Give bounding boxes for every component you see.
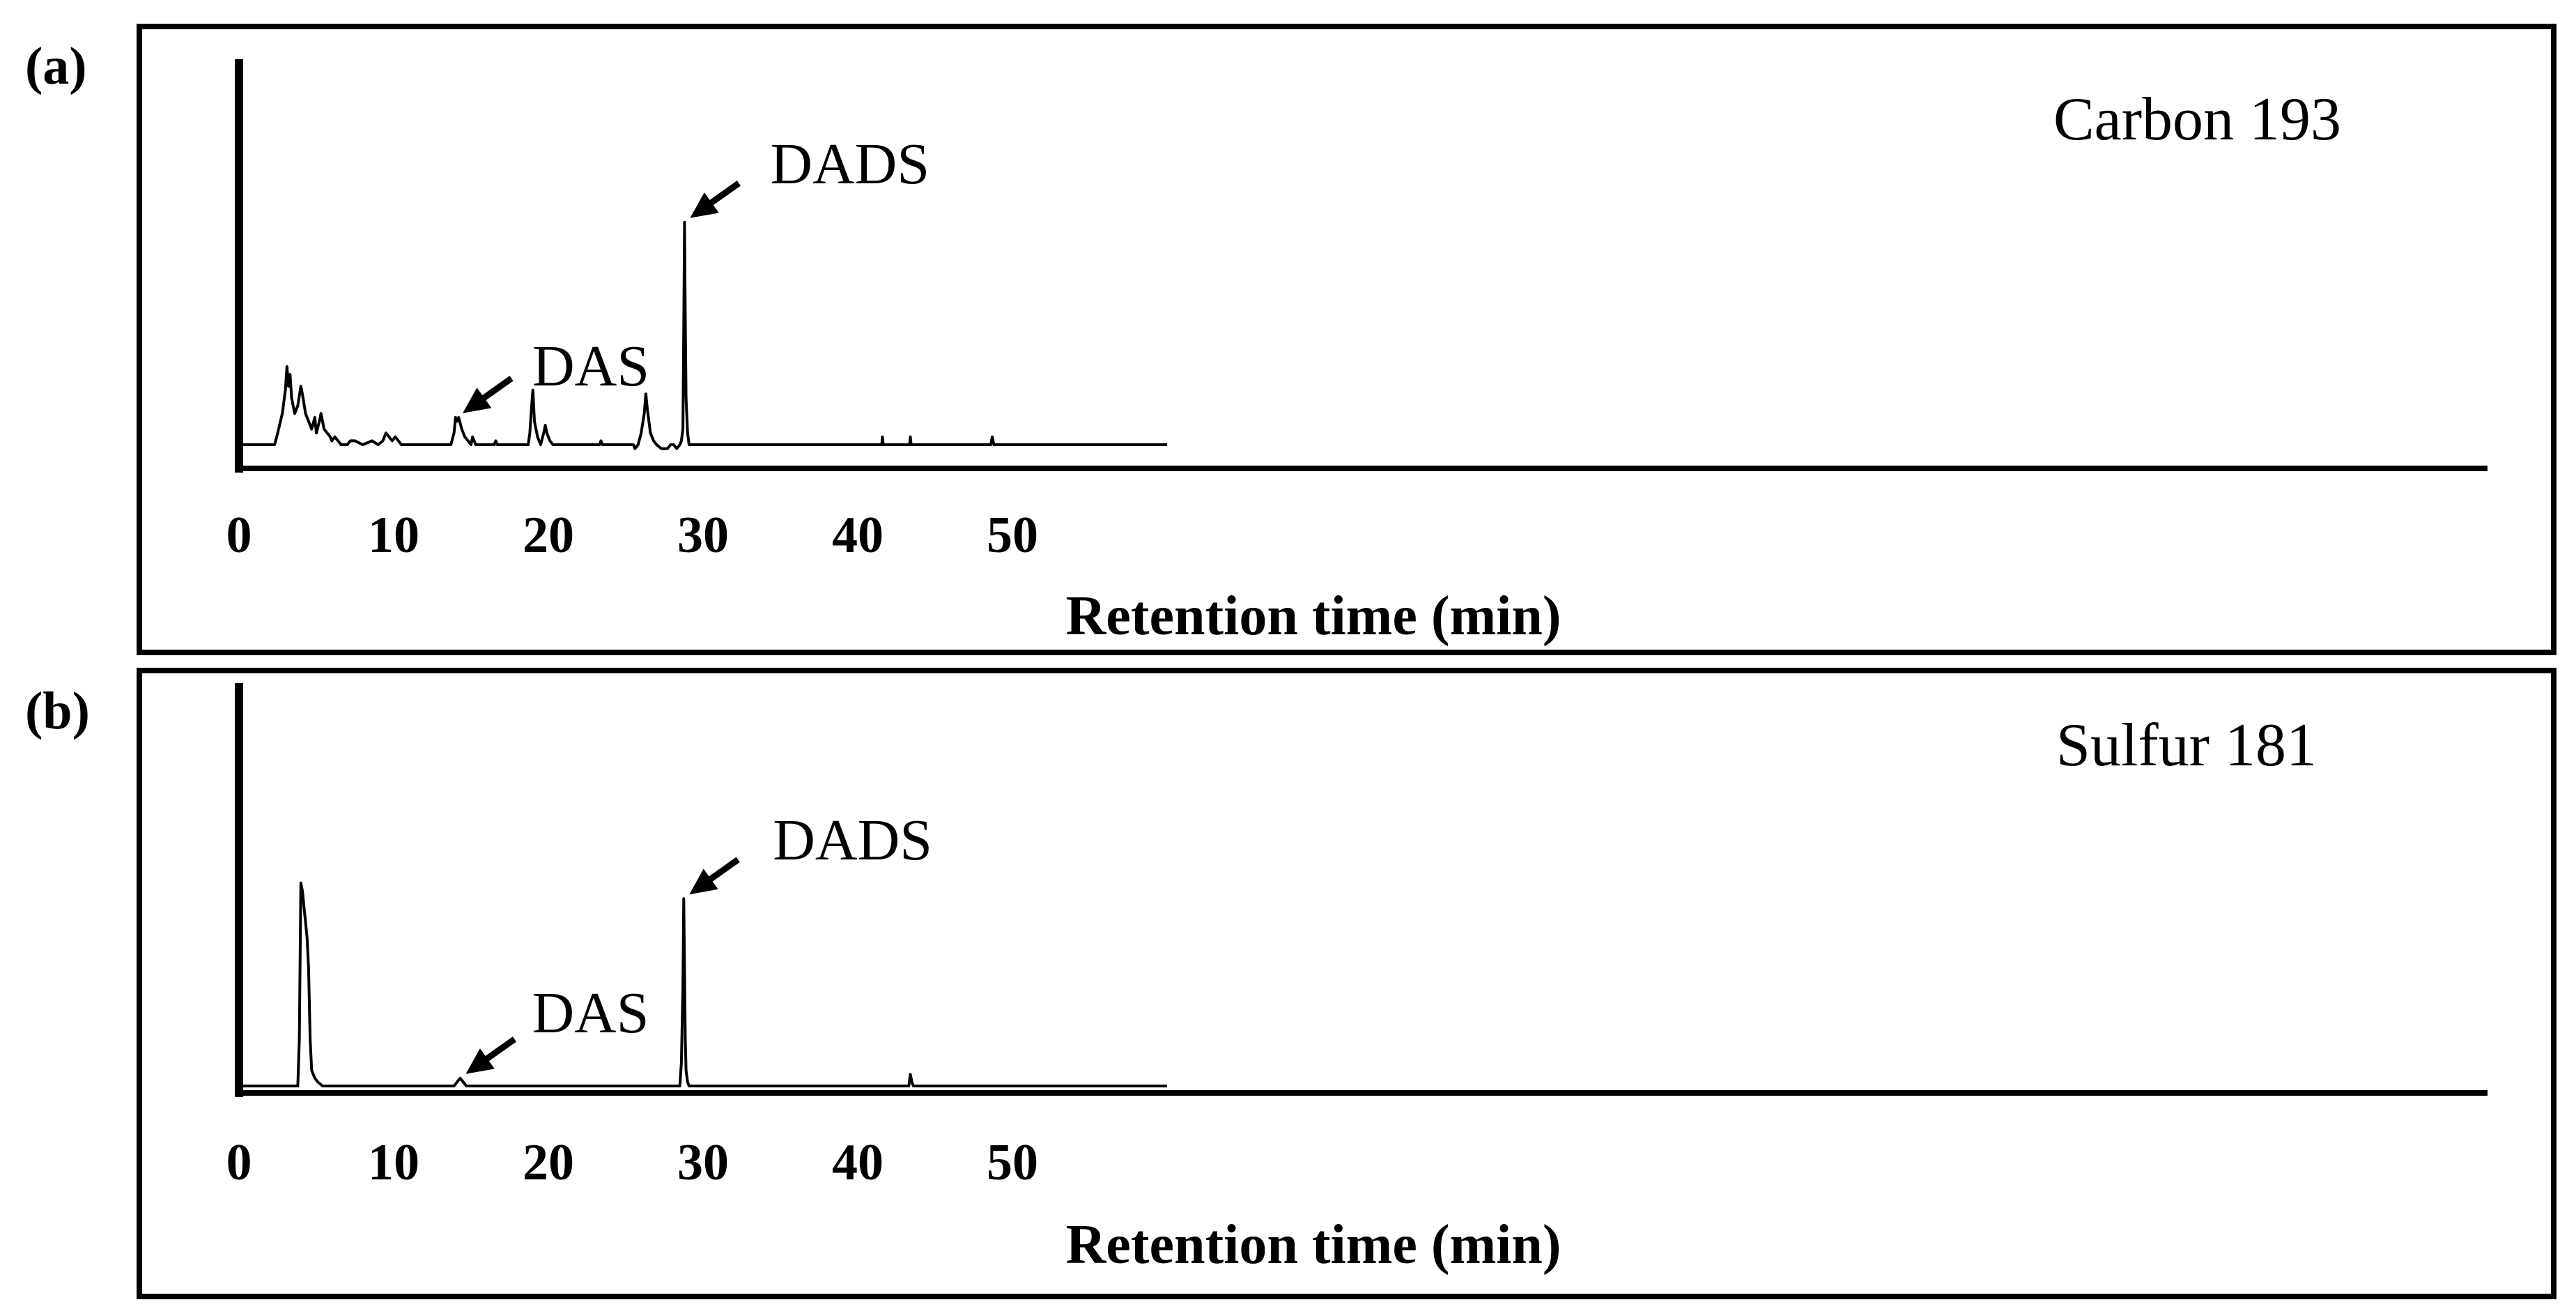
detector-label: Carbon 193 — [2053, 86, 2341, 153]
panel-label: (a) — [25, 37, 87, 95]
peak-annotations: DAS DADS — [463, 132, 930, 413]
peak-annotation: DADS — [689, 808, 932, 895]
x-tick-label: 40 — [832, 507, 884, 564]
x-tick-label: 50 — [987, 507, 1038, 564]
x-tick-label: 20 — [523, 507, 574, 564]
x-tick-label: 20 — [523, 1134, 574, 1191]
x-tick-label: 30 — [677, 507, 729, 564]
annotation-label: DADS — [770, 132, 930, 197]
annotation-arrowhead — [465, 1048, 495, 1074]
x-tick-label: 10 — [368, 507, 419, 564]
chromatogram-trace — [239, 220, 1167, 450]
chart-panel-b: (b) Sulfur 181 0 10 20 30 40 50 Retentio… — [25, 668, 2556, 1299]
chromatogram-trace — [239, 881, 1167, 1087]
peak-annotation: DAS — [463, 334, 649, 413]
panel-frame — [137, 668, 2556, 1299]
x-tick-labels: 0 10 20 30 40 50 — [226, 1134, 1039, 1191]
x-axis-title: Retention time (min) — [1066, 1214, 1561, 1276]
x-tick-label: 40 — [832, 1134, 884, 1191]
annotation-label: DAS — [532, 334, 649, 399]
x-tick-label: 0 — [226, 1134, 252, 1191]
x-axis-title: Retention time (min) — [1066, 586, 1561, 647]
annotation-label: DADS — [773, 808, 932, 873]
annotation-arrowhead — [689, 869, 718, 895]
panel-label: (b) — [25, 682, 90, 740]
peak-annotation: DADS — [690, 132, 930, 218]
detector-label: Sulfur 181 — [2056, 712, 2317, 779]
x-tick-labels: 0 10 20 30 40 50 — [226, 507, 1039, 564]
annotation-arrowhead — [690, 192, 719, 218]
annotation-label: DAS — [532, 981, 649, 1046]
panel-frame — [137, 24, 2556, 655]
chart-panel-a: (a) Carbon 193 0 10 20 30 40 50 Retentio… — [25, 24, 2556, 655]
x-tick-label: 30 — [677, 1134, 729, 1191]
x-tick-label: 50 — [987, 1134, 1038, 1191]
annotation-arrowhead — [463, 388, 492, 413]
peak-annotations: DAS DADS — [465, 808, 932, 1074]
peak-annotation: DAS — [465, 981, 649, 1074]
x-tick-label: 0 — [226, 507, 252, 564]
x-tick-label: 10 — [368, 1134, 419, 1191]
